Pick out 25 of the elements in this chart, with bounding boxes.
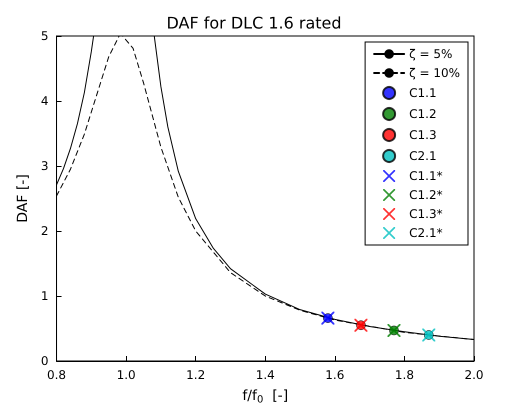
x-tick-label: 1.8 (394, 368, 414, 382)
legend-label: ζ = 5% (409, 47, 452, 61)
legend-label: C1.1* (409, 169, 443, 183)
y-tick-label: 2 (40, 224, 49, 238)
legend-label: C1.2 (409, 107, 437, 121)
y-axis-title: DAF [-] (15, 174, 31, 223)
x-tick-label: 2.0 (464, 368, 484, 382)
x-tick-label: 1.2 (186, 368, 206, 382)
y-tick-label: 3 (40, 159, 49, 173)
y-tick-label: 5 (40, 29, 49, 43)
legend-label: C1.1 (409, 86, 437, 100)
x-tick-label: 1.0 (116, 368, 136, 382)
legend-label: C1.3* (409, 207, 443, 221)
legend-label: ζ = 10% (409, 66, 460, 80)
legend-label: C1.2* (409, 188, 443, 202)
legend-label: C2.1 (409, 149, 437, 163)
y-tick-label: 4 (40, 94, 49, 108)
x-tick-label: 1.6 (325, 368, 344, 382)
y-tick-label: 1 (40, 289, 49, 303)
x-tick-label: 1.4 (256, 368, 275, 382)
chart-title: DAF for DLC 1.6 rated (166, 14, 342, 32)
legend-label: C2.1* (409, 226, 443, 240)
y-tick-label: 0 (40, 354, 49, 368)
legend-label: C1.3 (409, 128, 437, 142)
x-tick-label: 0.8 (46, 368, 66, 382)
